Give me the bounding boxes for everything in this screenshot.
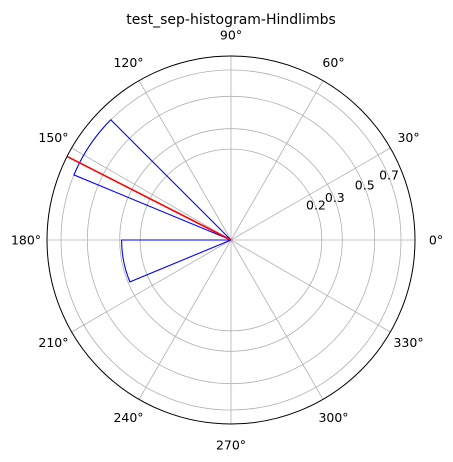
grid bbox=[47, 56, 415, 424]
chart-title: test_sep-histogram-Hindlimbs bbox=[126, 12, 336, 28]
histogram-bar bbox=[73, 119, 232, 241]
angle-tick-label: 30° bbox=[397, 130, 419, 145]
radial-tick-label: 0.3 bbox=[325, 190, 345, 205]
angle-tick-label: 60° bbox=[322, 55, 344, 70]
angle-tick-label: 240° bbox=[113, 410, 143, 425]
angular-gridline bbox=[71, 147, 232, 241]
angle-labels: 0° 30° 60° 90° 120° 150° 180° 210° 240° 270° 300° 3… bbox=[11, 28, 443, 453]
angular-gridline bbox=[71, 239, 232, 333]
angular-gridline bbox=[138, 239, 232, 400]
angle-tick-label: 300° bbox=[318, 410, 348, 425]
angle-tick-label: 210° bbox=[38, 335, 68, 350]
angular-gridline bbox=[230, 147, 391, 241]
histogram-bar bbox=[121, 239, 232, 283]
polar-frame bbox=[46, 55, 416, 425]
radial-tick-label: 0.7 bbox=[379, 167, 399, 182]
angular-gridline bbox=[230, 239, 391, 333]
angle-tick-label: 150° bbox=[38, 130, 68, 145]
angle-tick-label: 90° bbox=[220, 28, 242, 43]
radial-tick-label: 0.2 bbox=[306, 198, 326, 213]
mean-direction bbox=[66, 155, 232, 241]
angle-tick-label: 330° bbox=[393, 335, 423, 350]
angular-gridline bbox=[138, 80, 232, 241]
mean-direction-line bbox=[66, 155, 232, 241]
radial-labels: 0.20.3 0.5 0.7 bbox=[306, 167, 399, 212]
histogram-bars bbox=[73, 119, 232, 283]
angular-gridline bbox=[230, 80, 324, 241]
angle-tick-label: 180° bbox=[11, 233, 41, 248]
angle-tick-label: 120° bbox=[113, 55, 143, 70]
angular-gridline bbox=[230, 239, 324, 400]
angle-tick-label: 0° bbox=[429, 233, 443, 248]
radial-tick-label: 0.5 bbox=[355, 178, 375, 193]
angle-tick-label: 270° bbox=[216, 438, 246, 453]
